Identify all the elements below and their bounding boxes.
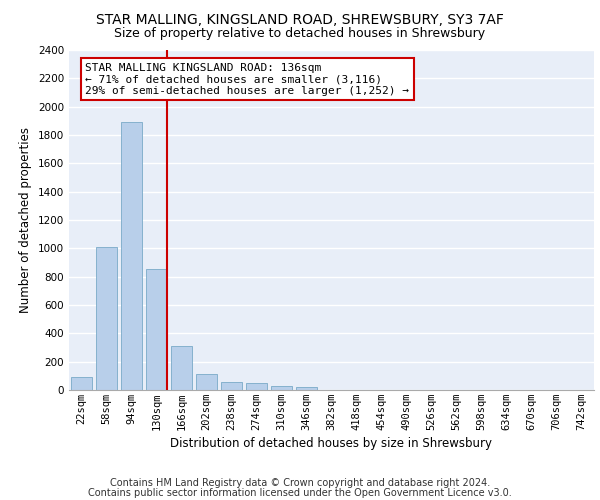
Text: Contains public sector information licensed under the Open Government Licence v3: Contains public sector information licen… [88,488,512,498]
Bar [196,374,217,390]
X-axis label: Distribution of detached houses by size in Shrewsbury: Distribution of detached houses by size … [170,437,493,450]
Bar [146,269,167,390]
Bar [71,376,92,390]
Bar [271,386,292,390]
Text: STAR MALLING KINGSLAND ROAD: 136sqm
← 71% of detached houses are smaller (3,116): STAR MALLING KINGSLAND ROAD: 136sqm ← 71… [85,62,409,96]
Bar [121,122,142,390]
Bar [96,247,117,390]
Y-axis label: Number of detached properties: Number of detached properties [19,127,32,313]
Text: Size of property relative to detached houses in Shrewsbury: Size of property relative to detached ho… [115,28,485,40]
Bar [296,387,317,390]
Text: STAR MALLING, KINGSLAND ROAD, SHREWSBURY, SY3 7AF: STAR MALLING, KINGSLAND ROAD, SHREWSBURY… [96,12,504,26]
Bar [246,383,267,390]
Text: Contains HM Land Registry data © Crown copyright and database right 2024.: Contains HM Land Registry data © Crown c… [110,478,490,488]
Bar [171,346,192,390]
Bar [221,382,242,390]
